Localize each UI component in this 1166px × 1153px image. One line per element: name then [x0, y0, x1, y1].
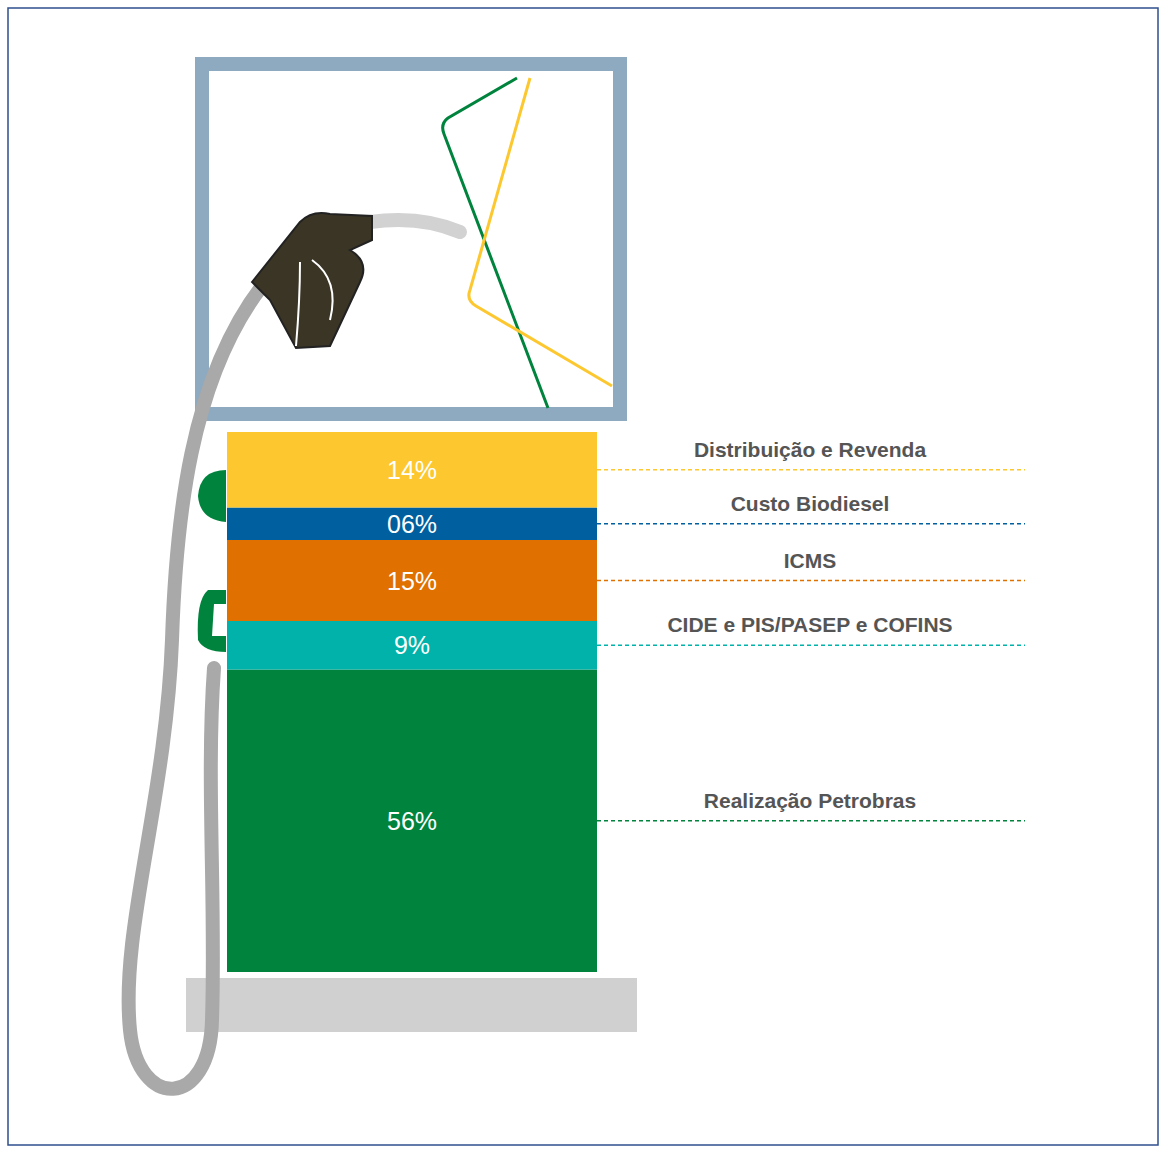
svg-text:15%: 15% — [387, 567, 437, 595]
svg-text:CIDE e PIS/PASEP e COFINS: CIDE e PIS/PASEP e COFINS — [667, 613, 952, 636]
svg-text:56%: 56% — [387, 807, 437, 835]
svg-text:06%: 06% — [387, 510, 437, 538]
svg-text:Custo Biodiesel: Custo Biodiesel — [731, 492, 890, 515]
svg-text:Distribuição e Revenda: Distribuição e Revenda — [694, 438, 927, 461]
svg-text:9%: 9% — [394, 631, 430, 659]
svg-text:14%: 14% — [387, 456, 437, 484]
svg-text:Realização Petrobras: Realização Petrobras — [704, 789, 916, 812]
svg-text:ICMS: ICMS — [784, 549, 837, 572]
